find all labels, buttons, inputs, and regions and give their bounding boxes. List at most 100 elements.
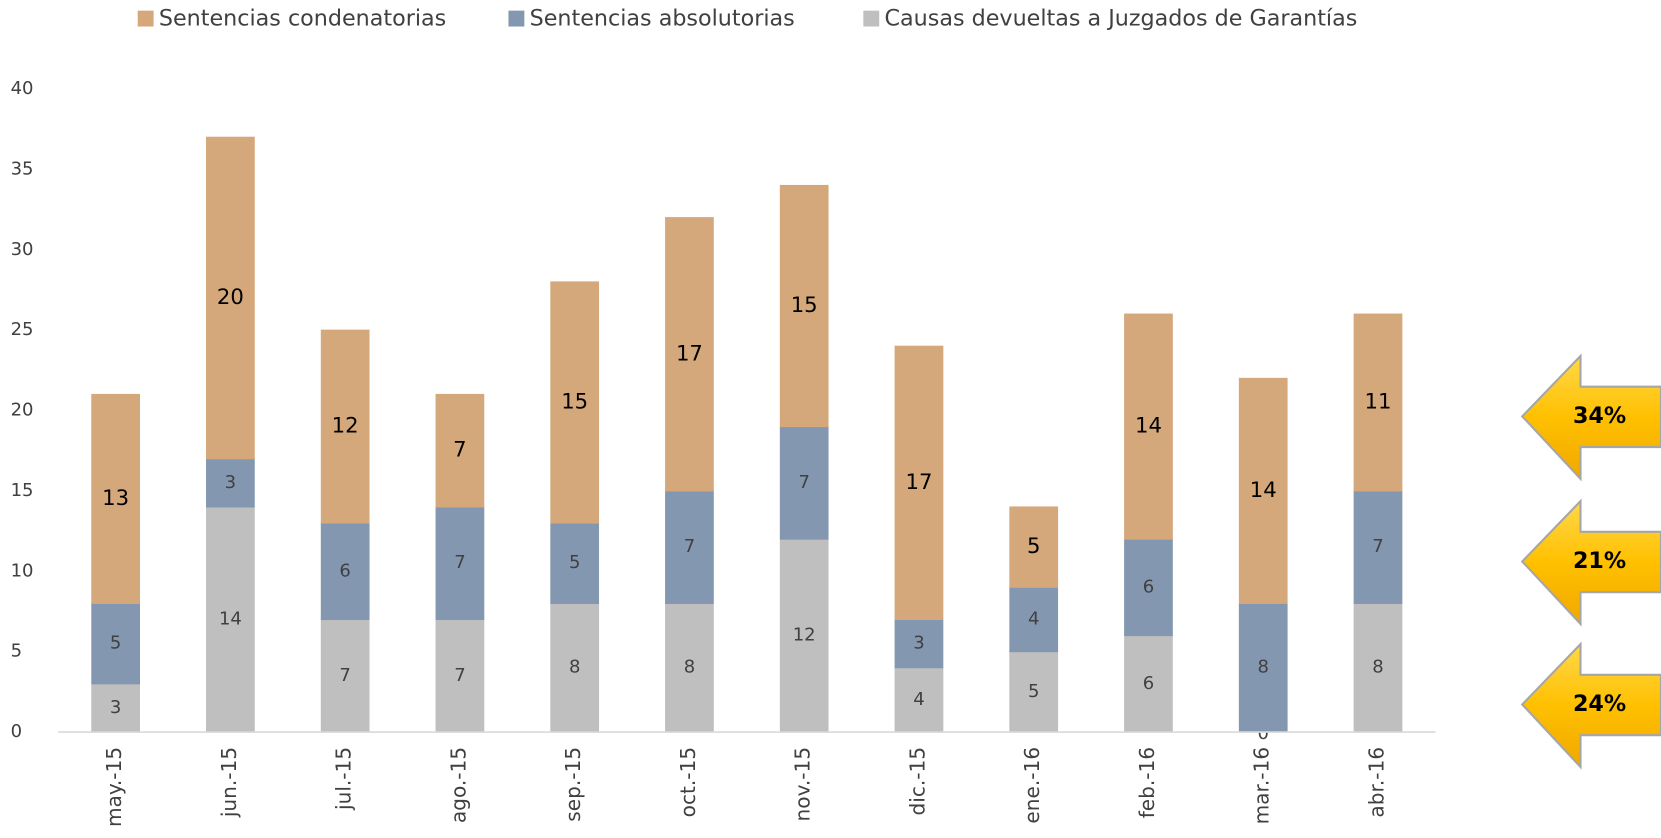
bar-segment (206, 136, 255, 460)
x-tick-label: may.-15 (102, 747, 126, 827)
arrow (1520, 641, 1661, 770)
y-tick-label: 30 (11, 239, 34, 260)
data-label: 13 (102, 485, 129, 510)
legend-label: Sentencias absolutorias (530, 6, 795, 32)
data-label: 7 (1372, 536, 1383, 557)
bar-segment (435, 506, 485, 621)
y-tick-label: 35 (11, 158, 34, 179)
y-tick-label: 25 (11, 319, 34, 340)
data-label: 8 (684, 657, 695, 678)
arrow (1520, 353, 1661, 482)
bar-segment (1238, 377, 1288, 604)
y-tick-label: 0 (11, 721, 22, 742)
bar-segment (894, 345, 944, 621)
data-label: 7 (453, 437, 466, 462)
legend-item: Sentencias condenatorias (137, 6, 446, 32)
bar-segment (665, 490, 714, 604)
data-label: 14 (1135, 413, 1162, 438)
x-tick-label: dic.-15 (905, 747, 929, 816)
bar-segment (550, 281, 600, 524)
data-label: 12 (793, 625, 816, 646)
bar-segment (894, 618, 944, 669)
data-label: 6 (1143, 673, 1154, 694)
data-label: 3 (225, 472, 236, 493)
data-label: 14 (1250, 477, 1277, 502)
x-tick-label: jul.-15 (332, 747, 356, 811)
data-label: 3 (913, 633, 924, 654)
bar-segment (1009, 506, 1059, 588)
legend-item: Sentencias absolutorias (508, 6, 795, 32)
data-label: 8 (1372, 657, 1383, 678)
legend-swatch (863, 10, 880, 27)
bar-segment (1238, 602, 1288, 733)
bar-segment (1124, 635, 1173, 733)
data-label: 7 (454, 665, 465, 686)
legend-label: Sentencias condenatorias (159, 6, 446, 32)
legend-item: Causas devueltas a Juzgados de Garantías (863, 6, 1357, 32)
x-tick-label: feb.-16 (1135, 747, 1159, 818)
bar-segment (435, 393, 485, 508)
x-tick-label: sep.-15 (561, 747, 585, 822)
data-label: 8 (569, 657, 580, 678)
bar-segment (1009, 586, 1059, 653)
data-label: 7 (798, 472, 809, 493)
data-label: 12 (332, 413, 359, 438)
bar-segment (435, 618, 485, 733)
x-tick-label: ene.-16 (1020, 747, 1044, 824)
y-tick-label: 5 (11, 641, 22, 662)
bar-segment (779, 538, 829, 733)
x-tick-label: nov.-15 (791, 747, 815, 822)
bar-segment (91, 393, 141, 604)
data-label: 4 (913, 689, 924, 710)
bar-segment (1009, 651, 1059, 733)
data-label: 6 (1143, 576, 1154, 597)
annotation: 21% (1573, 548, 1626, 574)
data-label: 15 (561, 388, 588, 413)
data-label: 5 (110, 633, 121, 654)
y-tick-label: 40 (11, 78, 34, 99)
data-label: 5 (1028, 681, 1039, 702)
data-label: 7 (684, 536, 695, 557)
bar-segment (91, 683, 141, 733)
x-tick-label: jun.-15 (217, 747, 241, 818)
bar-segment (779, 426, 829, 540)
legend-swatch (137, 10, 154, 27)
x-tick-label: oct.-15 (676, 747, 700, 817)
bar-segment (206, 506, 255, 733)
data-label: 6 (339, 560, 350, 581)
bar-segment (1353, 602, 1403, 733)
data-label: 11 (1365, 388, 1392, 413)
y-tick-label: 20 (11, 400, 34, 421)
bar-segment (1124, 313, 1173, 540)
bar-segment (665, 217, 714, 492)
data-label: 8 (1258, 657, 1269, 678)
data-label: 5 (1027, 533, 1040, 558)
bar-segment (1353, 313, 1403, 492)
data-label: 15 (791, 292, 818, 317)
y-tick-label: 15 (11, 480, 34, 501)
arrow (1520, 498, 1661, 627)
data-label: 5 (569, 552, 580, 573)
data-label: 17 (676, 340, 703, 365)
data-label: 20 (217, 284, 244, 309)
legend-label: Causas devueltas a Juzgados de Garantías (885, 6, 1358, 32)
data-label: 4 (1028, 609, 1039, 630)
x-tick-label: ago.-15 (446, 747, 470, 823)
data-label: 7 (339, 665, 350, 686)
bar-segment (1124, 538, 1173, 637)
bar-segment (91, 602, 141, 685)
bar-segment (779, 184, 829, 428)
legend-swatch (508, 10, 525, 27)
data-label: 3 (110, 697, 121, 718)
y-tick-label: 10 (11, 560, 34, 581)
data-label: 17 (905, 469, 932, 494)
x-tick-label: abr.-16 (1364, 747, 1388, 818)
annotation: 24% (1573, 691, 1626, 717)
data-label: 7 (454, 552, 465, 573)
bar-segment (665, 602, 714, 733)
x-tick-label: mar.-16 (1250, 747, 1274, 825)
bar-segment (206, 458, 255, 508)
bar-segment (320, 329, 370, 524)
data-label: 0 (1258, 723, 1269, 744)
